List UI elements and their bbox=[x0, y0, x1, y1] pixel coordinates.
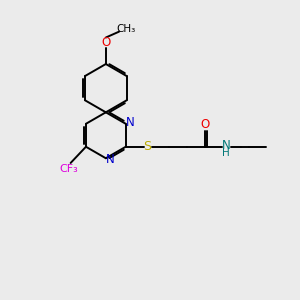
Text: N: N bbox=[222, 140, 230, 152]
Text: O: O bbox=[200, 118, 209, 131]
Text: CF₃: CF₃ bbox=[59, 164, 78, 174]
Text: S: S bbox=[143, 140, 152, 153]
Text: N: N bbox=[106, 153, 115, 166]
Text: N: N bbox=[126, 116, 134, 129]
Text: CH₃: CH₃ bbox=[117, 24, 136, 34]
Text: H: H bbox=[222, 148, 230, 158]
Text: O: O bbox=[101, 36, 110, 49]
